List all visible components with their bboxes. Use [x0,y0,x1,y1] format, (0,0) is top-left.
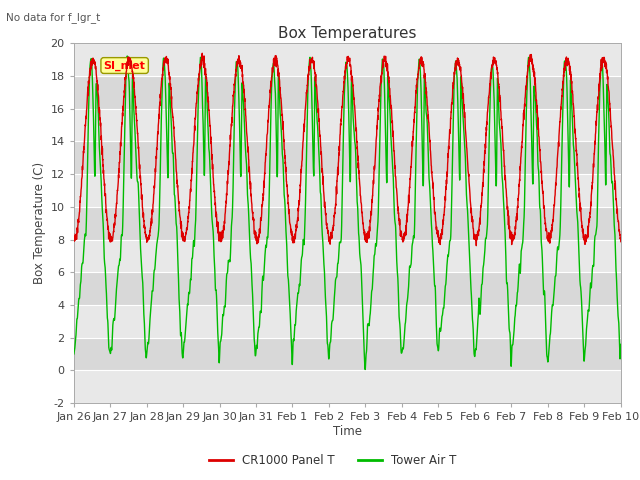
Y-axis label: Box Temperature (C): Box Temperature (C) [33,162,46,284]
Text: No data for f_lgr_t: No data for f_lgr_t [6,12,100,23]
Text: SI_met: SI_met [104,60,145,71]
Bar [74,272,621,305]
Bar [74,240,621,272]
Bar [74,43,621,76]
Bar [74,76,621,108]
Bar [74,174,621,207]
Bar [74,338,621,371]
Bar [74,142,621,174]
Bar [74,207,621,240]
X-axis label: Time: Time [333,425,362,438]
Bar [74,108,621,142]
Bar [74,305,621,338]
Legend: CR1000 Panel T, Tower Air T: CR1000 Panel T, Tower Air T [204,449,461,472]
Title: Box Temperatures: Box Temperatures [278,25,417,41]
Bar [74,371,621,403]
